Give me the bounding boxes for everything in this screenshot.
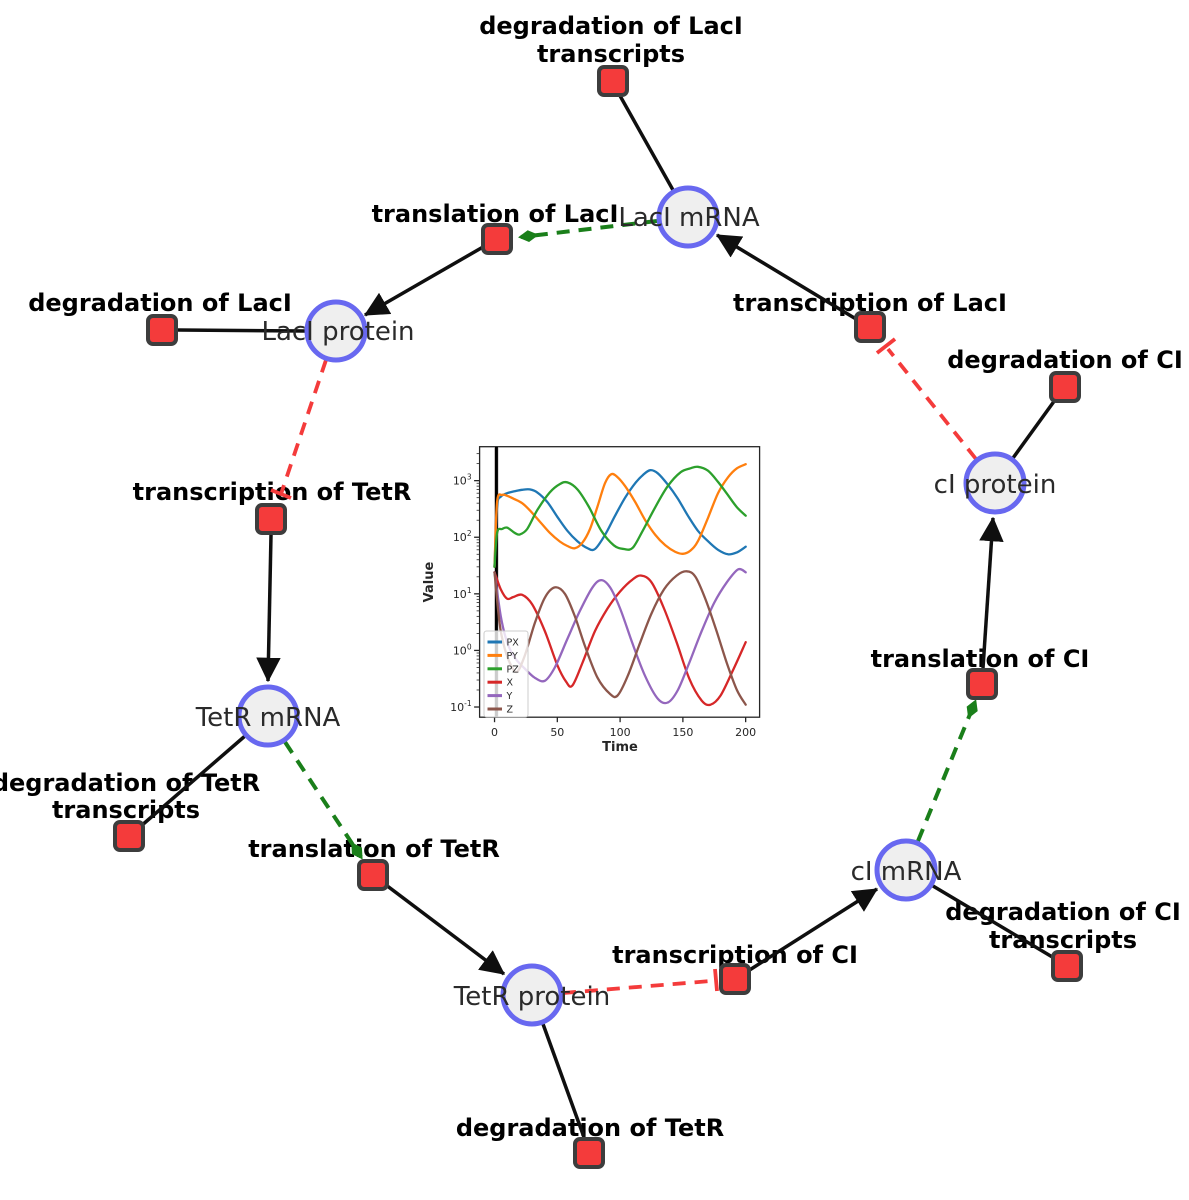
reaction-node-degradation-laci[interactable]: [146, 314, 178, 346]
legend-label-z: Z: [507, 705, 514, 716]
reaction-node-transcription-ci[interactable]: [719, 963, 751, 995]
label-degradation-laci: degradation of LacI: [28, 289, 292, 317]
reaction-node-translation-laci[interactable]: [481, 223, 513, 255]
edge-ci-protein-inhibits-transcription-laci: [886, 347, 978, 461]
label-degradation-laci-transcripts-line2: transcripts: [537, 40, 685, 68]
edge-tetr-mrna-catalyzes-translation: [283, 740, 363, 860]
x-tick-label: 200: [735, 726, 756, 739]
x-tick-label: 50: [550, 726, 564, 739]
edge-translation-ci-to-ci-protein: [979, 516, 1004, 669]
series-curve-pz: [493, 465, 747, 568]
reaction-nodes: [113, 65, 1083, 1169]
label-degradation-tetr-transcripts-line1: degradation of TetR: [0, 769, 260, 797]
legend-label-px: PX: [507, 638, 520, 649]
reaction-node-translation-tetr[interactable]: [357, 859, 389, 891]
edge-ci-mrna-catalyzes-translation: [916, 699, 978, 842]
reaction-node-transcription-tetr[interactable]: [255, 503, 287, 535]
inhibition-tbar-transcription-ci: [713, 968, 719, 992]
edge-translation-laci-to-laci-protein: [363, 245, 484, 317]
edge-laci-mrna-catalyzes-translation: [518, 219, 658, 243]
label-translation-tetr: translation of TetR: [248, 835, 500, 863]
x-axis-title: Time: [602, 740, 638, 755]
label-degradation-ci-transcripts-line1: degradation of CI: [945, 898, 1181, 926]
reaction-node-translation-ci[interactable]: [966, 668, 998, 700]
legend-label-x: X: [507, 678, 514, 689]
edge-tetr-protein-to-deg-tetr: [541, 1023, 587, 1141]
edge-transcription-ci-to-ci-mrna: [747, 887, 879, 973]
y-tick-label: 10-1: [450, 699, 472, 714]
species-node-tetr-protein[interactable]: [500, 963, 564, 1027]
legend-label-py: PY: [507, 651, 519, 662]
y-axis-title: Value: [422, 561, 437, 602]
legend-label-pz: PZ: [507, 664, 520, 675]
edge-transcription-laci-to-laci-mrna: [715, 233, 857, 321]
edge-transcription-tetr-to-tetr-mrna: [256, 534, 281, 683]
label-ci-mrna: cI mRNA: [851, 857, 962, 887]
species-labels: LacI mRNA LacI protein cI protein TetR m…: [195, 203, 1057, 1012]
legend-label-y: Y: [506, 691, 513, 702]
plot-area: [478, 446, 761, 718]
reaction-node-degradation-ci-transcripts[interactable]: [1051, 950, 1083, 982]
edge-laci-protein-inhibits-transcription-tetr: [279, 359, 328, 495]
species-nodes: [236, 185, 1027, 1027]
y-tick-label: 103: [453, 473, 472, 488]
reaction-node-degradation-tetr-transcripts[interactable]: [113, 820, 145, 852]
edge-tetr-mrna-to-deg-transcripts: [139, 734, 247, 828]
species-node-laci-mrna[interactable]: [656, 185, 720, 249]
x-tick-label: 100: [610, 726, 631, 739]
label-degradation-laci-transcripts-line1: degradation of LacI: [479, 12, 743, 40]
label-degradation-ci: degradation of CI: [947, 346, 1183, 374]
label-tetr-protein: TetR protein: [453, 982, 610, 1012]
species-node-tetr-mrna[interactable]: [236, 684, 300, 748]
y-tick-label: 100: [453, 642, 472, 657]
x-tick-label: 0: [491, 726, 498, 739]
y-tick-label: 102: [453, 529, 472, 544]
label-tetr-mrna: TetR mRNA: [195, 703, 341, 733]
label-laci-protein: LacI protein: [261, 317, 414, 347]
edge-laci-mrna-to-deg-transcripts: [617, 93, 675, 191]
y-tick-label: 101: [453, 586, 472, 601]
label-laci-mrna: LacI mRNA: [618, 203, 759, 233]
edge-ci-mrna-to-deg-transcripts: [932, 884, 1055, 960]
species-node-laci-protein[interactable]: [304, 299, 368, 363]
reaction-node-degradation-ci[interactable]: [1049, 371, 1081, 403]
label-degradation-ci-transcripts-line2: transcripts: [989, 926, 1137, 954]
edge-tetr-protein-inhibits-transcription-ci: [562, 979, 712, 995]
series-curve-px: [493, 469, 747, 568]
edge-laci-protein-to-deg-laci: [177, 328, 306, 333]
edge-ci-protein-to-deg-ci: [1011, 398, 1057, 460]
edges: [139, 93, 1057, 1141]
series-curve-x: [493, 571, 747, 707]
edge-translation-tetr-to-tetr-protein: [384, 883, 506, 976]
reaction-node-transcription-laci[interactable]: [854, 311, 886, 343]
reaction-node-degradation-tetr[interactable]: [573, 1137, 605, 1169]
species-node-ci-protein[interactable]: [963, 451, 1027, 515]
series-curve-py: [493, 463, 747, 568]
label-ci-protein: cI protein: [934, 470, 1057, 500]
label-degradation-tetr-transcripts-line2: transcripts: [52, 796, 200, 824]
species-node-ci-mrna[interactable]: [874, 838, 938, 902]
plot-legend: PX PY PZ XYZ: [483, 630, 529, 718]
x-tick-label: 150: [672, 726, 693, 739]
inhibition-tbar-transcription-laci: [875, 337, 897, 355]
inhibition-tbar-transcription-tetr: [270, 488, 292, 500]
reaction-node-degradation-laci-transcripts[interactable]: [597, 65, 629, 97]
